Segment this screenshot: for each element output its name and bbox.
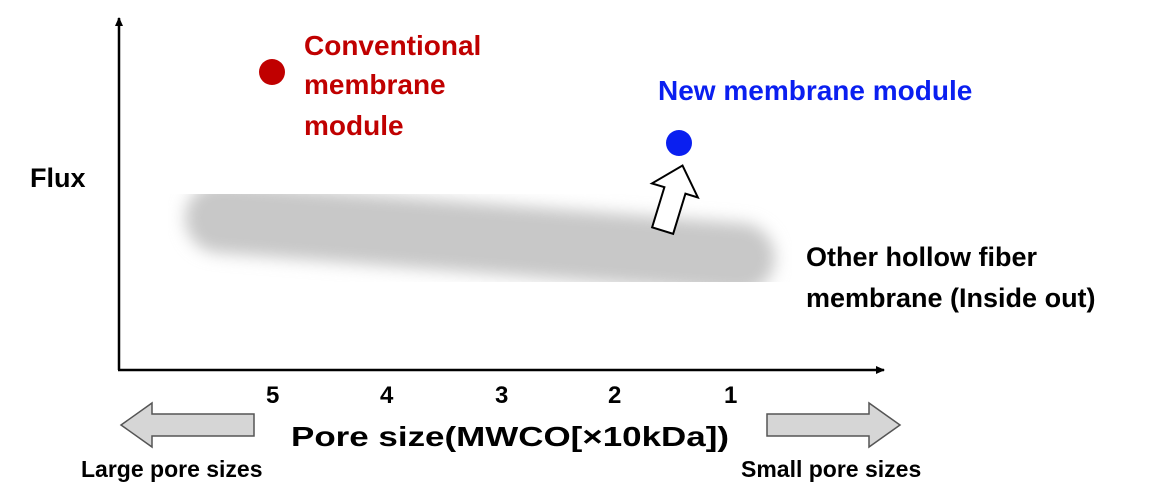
x-tick-label: 1: [724, 382, 737, 409]
band-label-line: membrane (Inside out): [806, 283, 1096, 313]
x-axis-label: Pore size(MWCO[×10kDa]): [291, 421, 729, 452]
arrow-up-outline-icon: [649, 164, 700, 236]
y-axis-label: Flux: [30, 163, 86, 193]
arrow-left-icon: [119, 401, 255, 449]
point-label-line: Conventional: [304, 30, 481, 61]
point-conventional: [259, 59, 285, 85]
x-tick-label: 3: [495, 382, 508, 409]
arrow-right-icon: [766, 401, 902, 449]
point-label-line: module: [304, 110, 404, 141]
x-tick-label: 5: [266, 382, 279, 409]
point-label-line: membrane: [304, 69, 446, 100]
large-pore-label: Large pore sizes: [81, 456, 263, 482]
band-other-hollow-fiber: [185, 183, 775, 293]
band-label-line: Other hollow fiber: [806, 242, 1037, 272]
small-pore-label: Small pore sizes: [741, 456, 921, 482]
x-tick-label: 4: [380, 382, 394, 409]
x-tick-label: 2: [608, 382, 621, 409]
point-new-membrane: [666, 130, 692, 156]
point-label-line: New membrane module: [658, 75, 972, 106]
